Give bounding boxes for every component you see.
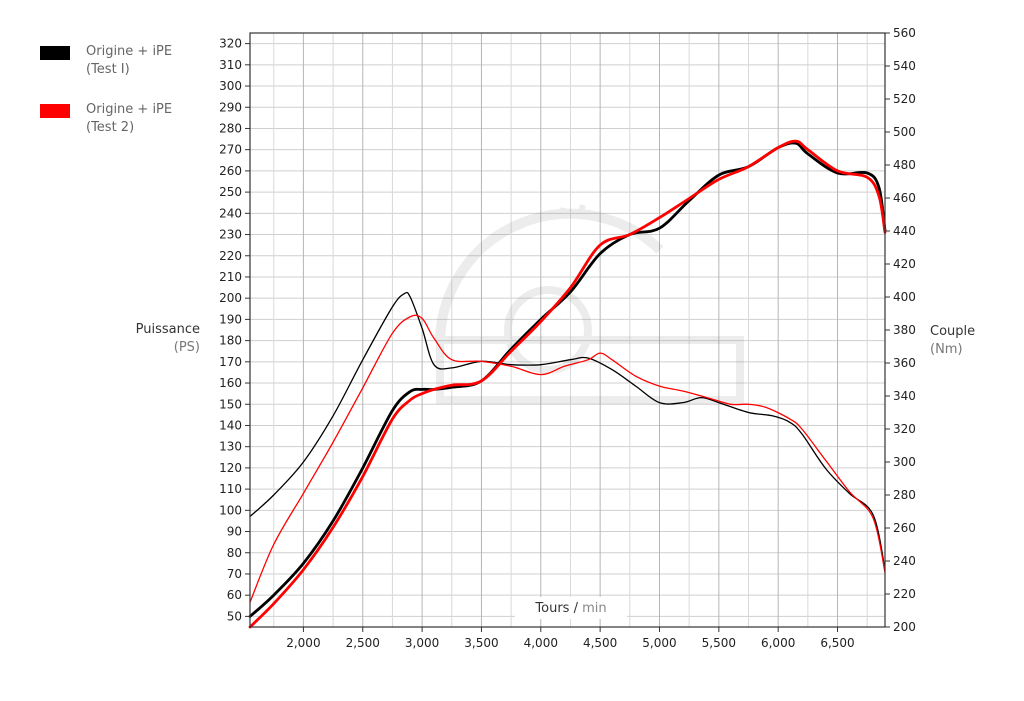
legend-item-test-2: Origine + iPE (Test 2): [40, 101, 172, 137]
left-tick-label: 300: [219, 79, 242, 93]
left-tick-label: 180: [219, 334, 242, 348]
left-tick-label: 130: [219, 440, 242, 454]
left-tick-label: 100: [219, 503, 242, 517]
left-tick-label: 220: [219, 249, 242, 263]
left-tick-label: 110: [219, 482, 242, 496]
left-tick-label: 170: [219, 355, 242, 369]
x-tick-label: 5,000: [642, 636, 676, 650]
plot-frame: [249, 32, 886, 628]
right-tick-label: 260: [893, 521, 916, 535]
x-tick-label: 6,500: [820, 636, 854, 650]
x-axis-ticks: 2,000 2,500 3,000 3,500 4,000 4,500 5,000 5,500…: [286, 627, 855, 650]
left-tick-label: 270: [219, 143, 242, 157]
x-axis-label-bg: [515, 597, 627, 619]
right-tick-label: 440: [893, 224, 916, 238]
x-tick-label: 2,000: [286, 636, 320, 650]
left-tick-label: 260: [219, 164, 242, 178]
left-tick-label: 150: [219, 397, 242, 411]
left-tick-label: 250: [219, 185, 242, 199]
x-tick-label: 2,500: [346, 636, 380, 650]
left-tick-label: 120: [219, 461, 242, 475]
right-tick-label: 480: [893, 158, 916, 172]
series-line-red-torque: [249, 314, 886, 603]
right-tick-label: 420: [893, 257, 916, 271]
left-tick-label: 60: [227, 588, 242, 602]
x-tick-label: 3,000: [405, 636, 439, 650]
right-tick-label: 460: [893, 191, 916, 205]
left-axis-ticks: 50 60 70 80 90 100 110 120 130 140 150 160 170 180 190…: [219, 37, 250, 623]
left-tick-label: 230: [219, 228, 242, 242]
series-line-red-power: [248, 139, 887, 629]
legend-label: Origine + iPE (Test 2): [86, 102, 173, 135]
left-tick-label: 290: [219, 100, 242, 114]
series-layer: [248, 139, 887, 629]
legend-item-test-1: Origine + iPE (Test I): [40, 43, 172, 79]
right-tick-label: 560: [893, 26, 916, 40]
left-tick-label: 280: [219, 121, 242, 135]
right-tick-label: 340: [893, 389, 916, 403]
left-tick-label: 190: [219, 312, 242, 326]
left-tick-label: 140: [219, 418, 242, 432]
x-tick-label: 4,000: [524, 636, 558, 650]
right-tick-label: 500: [893, 125, 916, 139]
x-tick-label: 6,000: [761, 636, 795, 650]
legend-label: Origine + iPE (Test I): [86, 44, 173, 77]
right-tick-label: 520: [893, 92, 916, 106]
right-tick-label: 360: [893, 356, 916, 370]
left-tick-label: 320: [219, 37, 242, 51]
right-tick-label: 200: [893, 620, 916, 634]
left-tick-label: 50: [227, 609, 242, 623]
left-tick-label: 310: [219, 58, 242, 72]
right-tick-label: 540: [893, 59, 916, 73]
x-tick-label: 4,500: [583, 636, 617, 650]
left-tick-label: 90: [227, 525, 242, 539]
x-tick-label: 3,500: [464, 636, 498, 650]
right-axis-title: Couple (Nm): [930, 324, 976, 357]
left-tick-label: 80: [227, 546, 242, 560]
series-line-black-torque: [249, 291, 886, 570]
right-axis-ticks: 200 220 240 260 280 300 320 340 360 380 400 420 440 4…: [885, 26, 916, 634]
legend-swatch-red: [40, 104, 70, 118]
left-tick-label: 240: [219, 206, 242, 220]
left-tick-label: 200: [219, 291, 242, 305]
right-tick-label: 400: [893, 290, 916, 304]
right-tick-label: 240: [893, 554, 916, 568]
legend-swatch-black: [40, 46, 70, 60]
grid-lines: [250, 33, 885, 627]
right-tick-label: 280: [893, 488, 916, 502]
watermark-logo: [435, 204, 744, 404]
left-tick-label: 70: [227, 567, 242, 581]
right-tick-label: 380: [893, 323, 916, 337]
right-tick-label: 320: [893, 422, 916, 436]
right-tick-label: 300: [893, 455, 916, 469]
left-axis-title: Puissance (PS): [135, 322, 200, 355]
x-axis-label: Tours / min: [534, 601, 606, 616]
series-line-black-power: [248, 141, 887, 618]
right-tick-label: 220: [893, 587, 916, 601]
left-tick-label: 210: [219, 270, 242, 284]
left-tick-label: 160: [219, 376, 242, 390]
x-tick-label: 5,500: [702, 636, 736, 650]
